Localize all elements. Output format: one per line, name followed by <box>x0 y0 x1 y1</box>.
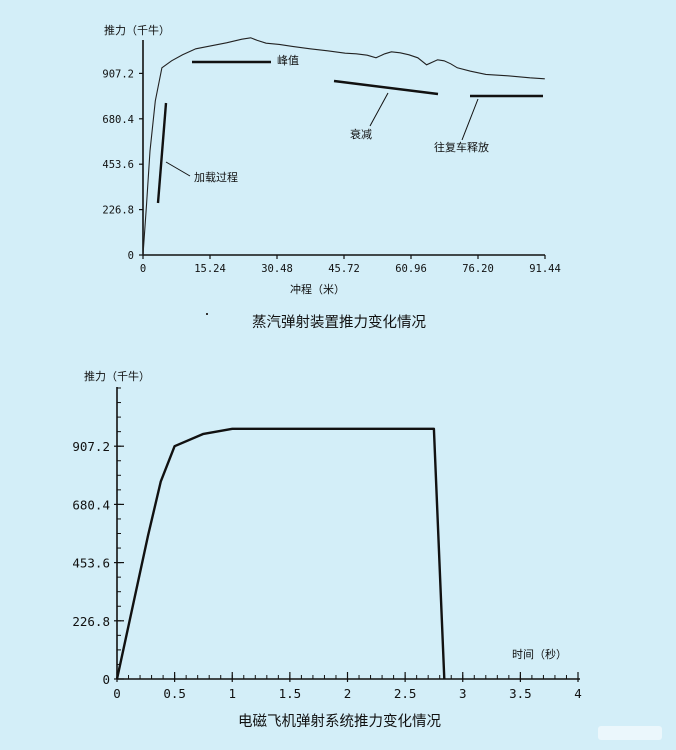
annotation-peak-label: 峰值 <box>277 54 299 67</box>
annotation-decay-bar <box>333 79 439 96</box>
chart1-x-tick-label: 0 <box>140 263 146 275</box>
chart2-y-tick-label: 0 <box>102 672 110 687</box>
chart1-y-ticks: 0 226.8 453.6 680.4 907.2 <box>102 68 143 262</box>
annotation-decay-leader <box>369 92 389 127</box>
chart2-x-tick-label: 2 <box>344 686 352 701</box>
chart2-title: 电磁飞机弹射系统推力变化情况 <box>238 713 441 730</box>
annotation-loading-label: 加载过程 <box>194 171 238 184</box>
chart2-y-ticks: 0 226.8 453.6 680.4 907.2 <box>72 439 124 687</box>
chart2-x-tick-label: 2.5 <box>394 686 417 701</box>
chart2-x-tick-label: 3.5 <box>509 686 532 701</box>
chart2-x-ticks: 0 0.5 1 1.5 2 2.5 3 3.5 4 <box>113 672 582 701</box>
annotation-decay-label: 衰减 <box>350 127 372 141</box>
chart1-x-tick-label: 60.96 <box>395 263 427 275</box>
chart1-x-tick-label: 45.72 <box>328 263 360 275</box>
chart2-y-tick-label: 226.8 <box>72 614 110 629</box>
chart-electromagnetic-catapult: 推力（千牛） 0 226.8 453.6 680.4 907.2 0 0.5 1 1.5 2 2.… <box>72 369 581 730</box>
chart-steam-catapult: 推力（千牛） 0 226.8 453.6 680.4 907.2 0 15.24 30.48… <box>102 23 560 331</box>
chart2-x-tick-label: 0 <box>113 686 121 701</box>
chart1-title: 蒸汽弹射装置推力变化情况 <box>252 314 426 331</box>
chart2-x-tick-label: 4 <box>574 686 582 701</box>
chart1-y-tick-label: 680.4 <box>102 114 134 126</box>
chart2-y-tick-label: 453.6 <box>72 556 110 571</box>
chart2-y-tick-label: 907.2 <box>72 439 110 454</box>
annotation-release-leader <box>461 98 479 141</box>
chart1-y-tick-label: 907.2 <box>102 68 134 80</box>
chart1-x-ticks: 0 15.24 30.48 45.72 60.96 76.20 91.44 <box>140 255 561 275</box>
annotation-loading-bar <box>156 102 168 204</box>
chart2-x-tick-label: 0.5 <box>163 686 186 701</box>
chart1-y-axis-title: 推力（千牛） <box>104 23 170 37</box>
chart1-x-tick-label: 76.20 <box>462 263 494 275</box>
chart1-y-tick-label: 226.8 <box>102 205 134 217</box>
chart1-x-axis-title: 冲程（米） <box>290 282 345 296</box>
watermark-logo <box>598 726 662 740</box>
stray-dot <box>206 313 208 315</box>
chart2-y-tick-label: 680.4 <box>72 497 110 512</box>
chart2-x-tick-label: 3 <box>459 686 467 701</box>
chart1-x-tick-label: 15.24 <box>194 263 226 275</box>
chart2-x-axis-title: 时间（秒） <box>512 647 567 661</box>
chart1-y-tick-label: 453.6 <box>102 159 134 171</box>
chart2-x-tick-label: 1.5 <box>279 686 302 701</box>
annotation-loading-leader <box>165 161 191 177</box>
chart2-minor-ticks <box>116 387 579 680</box>
annotation-release-label: 往复车释放 <box>434 140 489 154</box>
chart1-series-thrust-line <box>142 37 545 256</box>
chart1-y-tick-label: 0 <box>128 250 134 262</box>
chart2-series-thrust-line <box>115 427 446 680</box>
chart1-x-tick-label: 30.48 <box>261 263 293 275</box>
chart2-x-tick-label: 1 <box>228 686 236 701</box>
chart1-x-tick-label: 91.44 <box>529 263 561 275</box>
chart2-y-axis-title: 推力（千牛） <box>84 369 150 383</box>
